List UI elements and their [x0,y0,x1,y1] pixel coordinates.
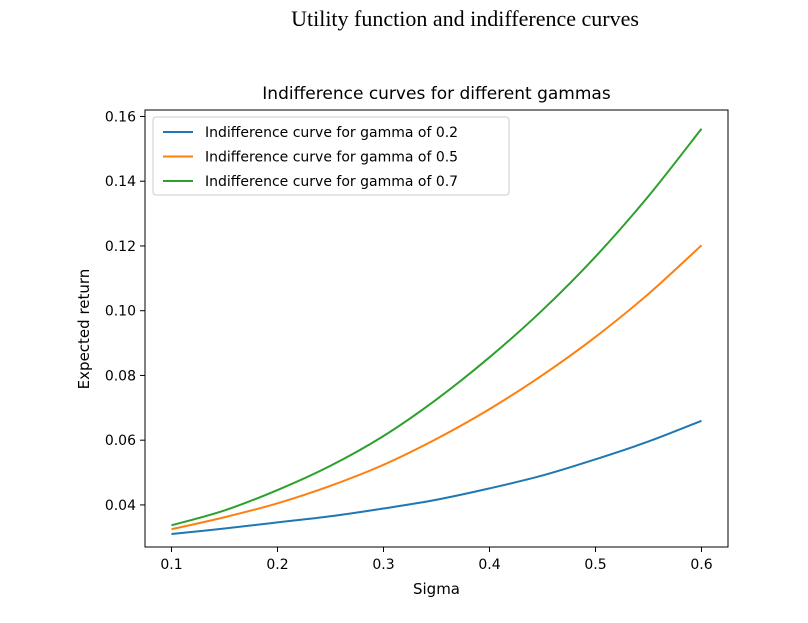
y-tick-label: 0.06 [105,433,136,449]
legend-label: Indifference curve for gamma of 0.2 [205,125,458,141]
chart-title: Indifference curves for different gammas [262,84,611,104]
y-tick-label: 0.14 [105,174,136,190]
x-axis: 0.1 0.2 0.3 0.4 0.5 0.6 [160,547,713,573]
x-tick-label: 0.6 [690,557,712,573]
x-tick-label: 0.4 [478,557,500,573]
x-tick-label: 0.1 [160,557,182,573]
y-tick-label: 0.08 [105,368,136,384]
series-line-3 [171,128,703,527]
legend: Indifference curve for gamma of 0.2 Indif… [152,116,510,196]
y-tick-label: 0.12 [105,239,136,255]
y-tick-label: 0.04 [105,498,136,514]
y-tick-label: 0.16 [105,109,136,125]
legend-box [152,116,510,196]
page-heading: Utility function and indifference curves [291,6,639,31]
axes-frame [144,109,729,548]
legend-label: Indifference curve for gamma of 0.5 [205,150,458,166]
x-tick-label: 0.5 [584,557,606,573]
y-axis: 0.04 0.06 0.08 0.10 0.12 0.14 0.16 [105,109,145,514]
x-tick-label: 0.3 [372,557,394,573]
x-axis-label: Sigma [413,580,460,598]
y-axis-label: Expected return [75,269,93,390]
series-line-2 [171,244,703,531]
y-tick-label: 0.10 [105,304,136,320]
legend-label: Indifference curve for gamma of 0.7 [205,174,458,190]
series-line-1 [171,419,702,536]
x-tick-label: 0.2 [266,557,288,573]
plot-lines [171,128,703,536]
